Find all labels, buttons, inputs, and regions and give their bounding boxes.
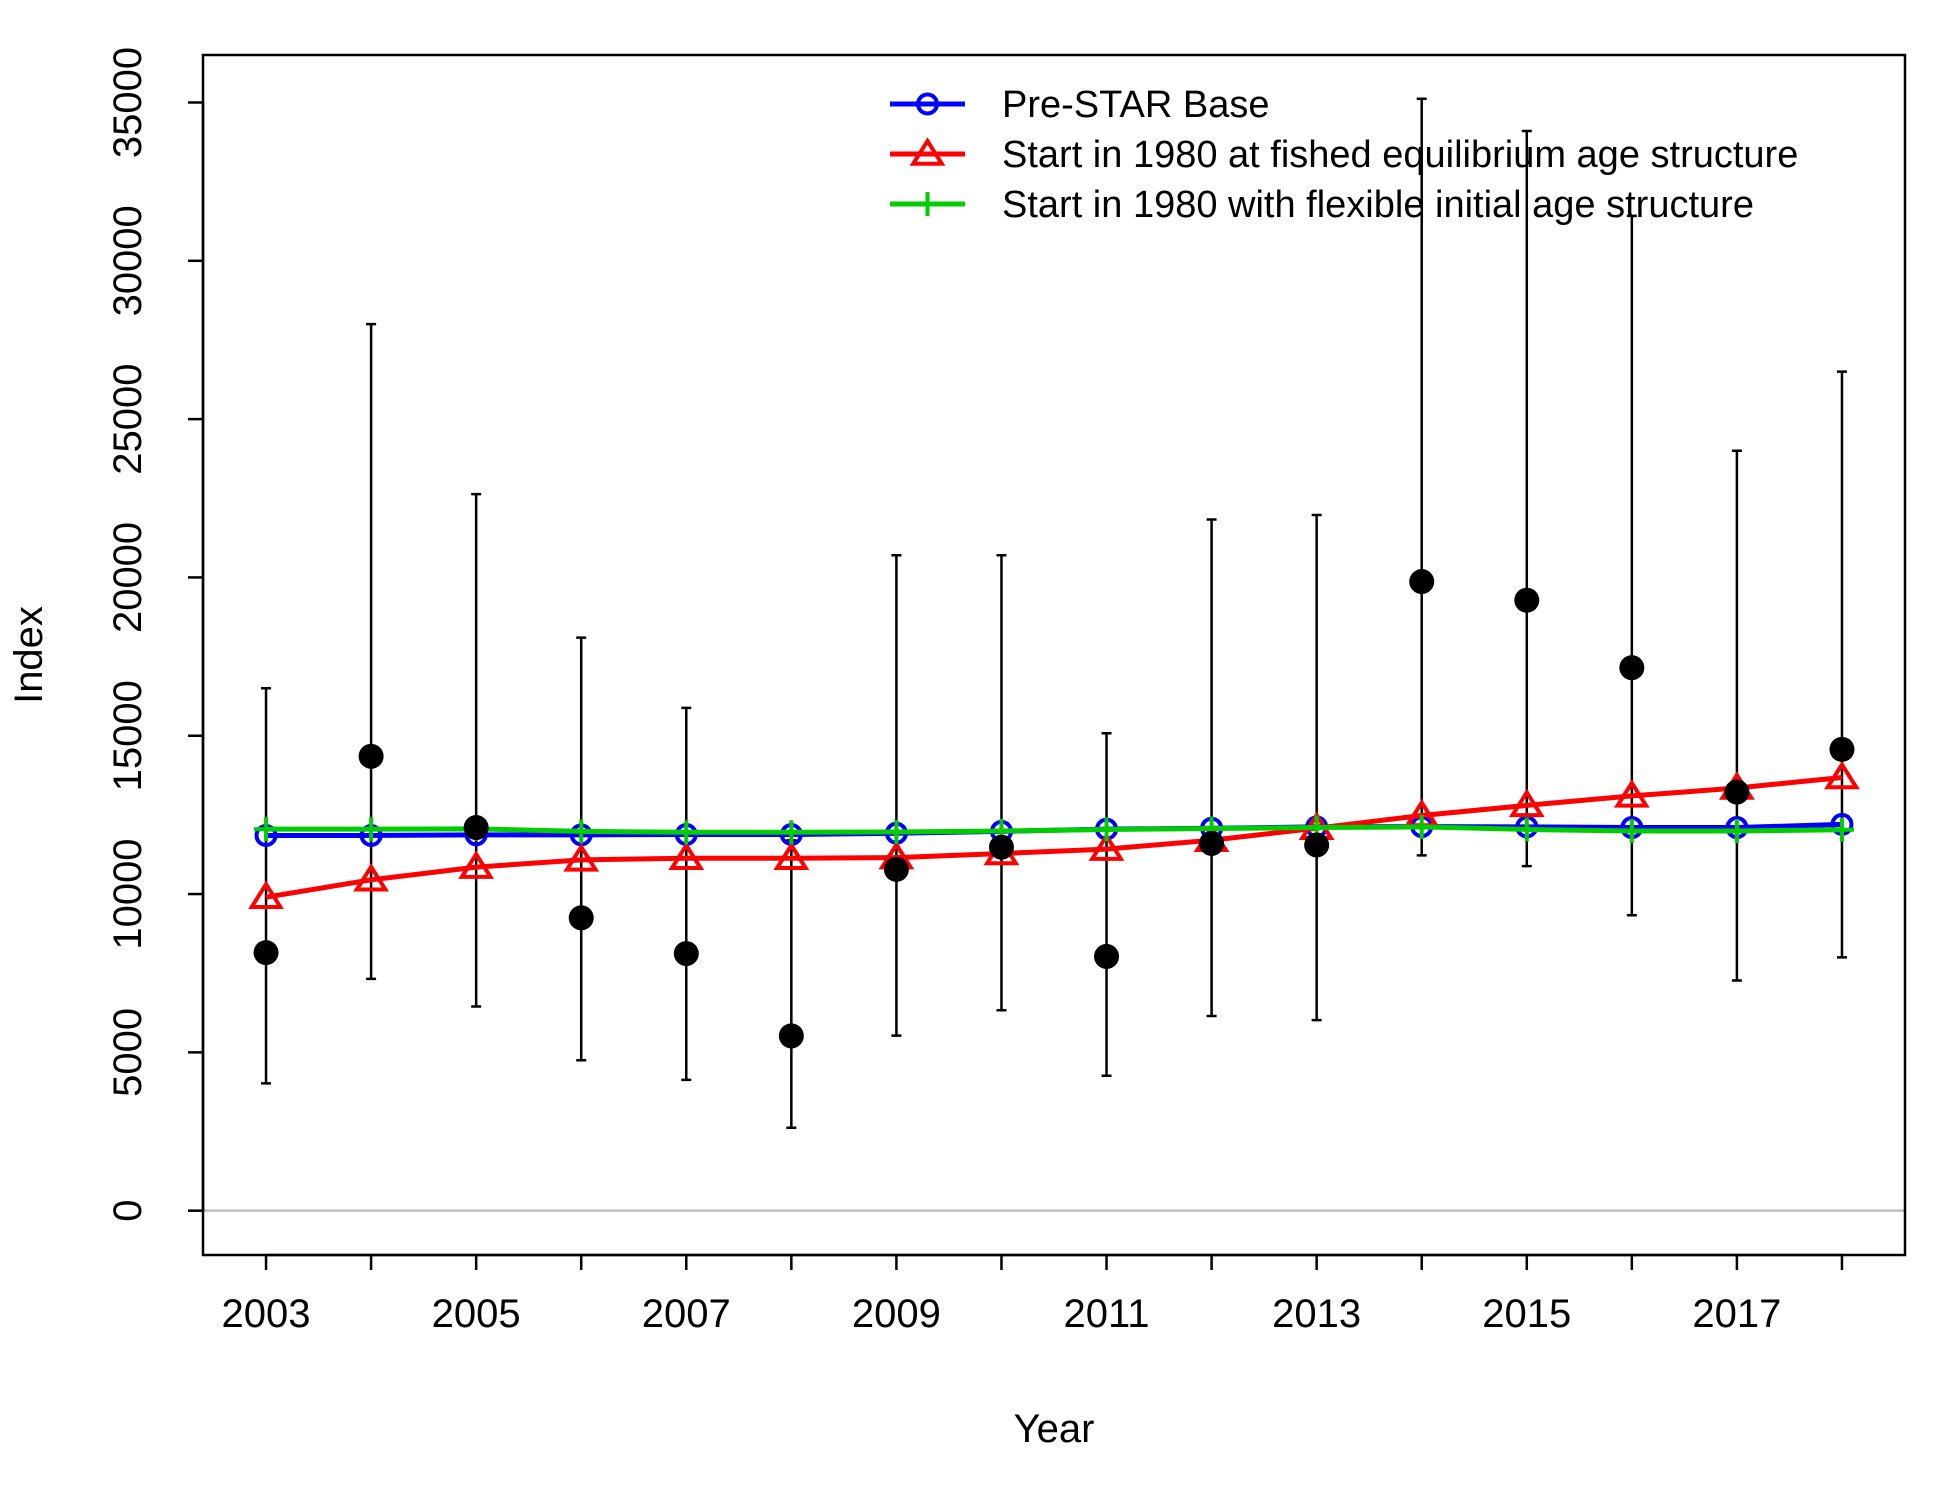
series-1-point-2005 xyxy=(458,850,495,879)
error-bar-2018 xyxy=(1836,370,1847,959)
series-2-point-2003 xyxy=(254,817,279,842)
y-tick-label-35000: 35000 xyxy=(106,47,150,158)
y-axis-title: Index xyxy=(7,606,51,704)
error-bar-2014 xyxy=(1416,97,1427,857)
legend-item-1: Start in 1980 at fished equilibrium age … xyxy=(890,134,1798,176)
series-2-point-2014 xyxy=(1409,814,1434,839)
error-bar-2017 xyxy=(1731,449,1742,982)
error-bar-2013 xyxy=(1311,513,1322,1022)
observed-point-2011 xyxy=(1094,943,1120,969)
observed-point-2003 xyxy=(253,940,279,966)
y-tick-label-15000: 15000 xyxy=(106,680,150,791)
legend-label-2: Start in 1980 with flexible initial age … xyxy=(1002,184,1754,226)
series-2 xyxy=(254,814,1854,845)
series-1-line xyxy=(265,775,1843,900)
x-tick-label-2015: 2015 xyxy=(1482,1292,1571,1336)
observed-point-2010 xyxy=(988,834,1014,860)
legend-item-2: Start in 1980 with flexible initial age … xyxy=(890,184,1754,226)
error-bar-2005 xyxy=(471,492,482,1008)
series-1-point-2006 xyxy=(563,843,600,872)
series-2-point-2016 xyxy=(1619,819,1644,844)
legend-swatch-marker-2 xyxy=(915,192,940,216)
observed-point-2016 xyxy=(1619,655,1645,681)
series-1-point-2016 xyxy=(1613,779,1650,808)
series-1-point-2011 xyxy=(1088,832,1125,861)
error-bar-2015 xyxy=(1521,129,1532,868)
observed-point-2014 xyxy=(1409,569,1435,595)
observed-point-2018 xyxy=(1829,736,1855,762)
observed-point-2017 xyxy=(1724,779,1750,805)
legend-swatch-marker-0 xyxy=(916,92,939,116)
legend: Pre-STAR Base Start in 1980 at fished equ… xyxy=(890,84,1798,226)
series-2-line xyxy=(266,824,1842,835)
y-tick-label-0: 0 xyxy=(106,1200,150,1222)
series-1-point-2015 xyxy=(1508,788,1545,818)
observed-points xyxy=(253,569,1855,1049)
observed-point-2006 xyxy=(568,905,594,931)
series-2-point-2006 xyxy=(569,819,594,844)
x-tick-label-2003: 2003 xyxy=(222,1292,311,1336)
x-tick-label-2011: 2011 xyxy=(1064,1292,1150,1336)
series-2-point-2004 xyxy=(359,817,384,842)
series-2-point-2017 xyxy=(1724,819,1749,844)
plot-frame xyxy=(201,53,1907,1257)
x-axis-title: Year xyxy=(1014,1407,1095,1451)
series-lines xyxy=(248,760,1860,909)
y-tick-label-30000: 30000 xyxy=(106,205,150,316)
error-bar-2011 xyxy=(1101,731,1112,1078)
series-1-point-2018 xyxy=(1824,760,1860,790)
series-2-point-2009 xyxy=(884,819,909,844)
x-tick-label-2005: 2005 xyxy=(432,1292,521,1336)
series-2-point-2008 xyxy=(779,820,804,845)
x-axis: 2003 2005 2007 2009 2011 2013 2015 2017 xyxy=(222,1253,1844,1336)
observed-point-2007 xyxy=(673,941,699,967)
legend-item-0: Pre-STAR Base xyxy=(890,84,1269,126)
error-bar-2009 xyxy=(891,554,902,1037)
error-bar-2007 xyxy=(681,706,692,1082)
error-bar-2010 xyxy=(996,554,1007,1012)
observed-point-2008 xyxy=(778,1023,804,1049)
error-bar-2012 xyxy=(1206,518,1217,1018)
series-1-point-2003 xyxy=(248,880,284,909)
error-bar-2008 xyxy=(786,838,797,1129)
series-1-point-2004 xyxy=(353,863,390,892)
x-tick-label-2017: 2017 xyxy=(1692,1292,1781,1336)
series-2-point-2011 xyxy=(1094,817,1119,842)
error-bar-2016 xyxy=(1626,214,1637,917)
observed-point-2013 xyxy=(1304,832,1330,858)
observed-point-2005 xyxy=(463,815,489,841)
series-2-point-2018 xyxy=(1829,817,1854,842)
observed-point-2009 xyxy=(883,856,909,882)
y-axis: 0 5000 10000 15000 20000 25000 30000 35000 xyxy=(106,47,205,1222)
x-tick-label-2013: 2013 xyxy=(1272,1292,1361,1336)
series-1-point-2008 xyxy=(773,841,810,871)
observed-point-2015 xyxy=(1514,587,1540,613)
legend-label-1: Start in 1980 at fished equilibrium age … xyxy=(1002,134,1798,176)
series-2-point-2007 xyxy=(674,820,699,845)
x-tick-label-2007: 2007 xyxy=(642,1292,731,1336)
y-tick-label-5000: 5000 xyxy=(106,1008,150,1097)
series-2-point-2015 xyxy=(1514,817,1539,842)
series-1-point-2007 xyxy=(668,841,705,871)
error-bars xyxy=(261,97,1847,1129)
legend-label-0: Pre-STAR Base xyxy=(1002,84,1269,126)
y-tick-label-10000: 10000 xyxy=(106,838,150,949)
legend-swatch-marker-1 xyxy=(909,137,946,166)
observed-point-2004 xyxy=(358,743,384,769)
observed-point-2012 xyxy=(1199,830,1225,856)
y-tick-label-20000: 20000 xyxy=(106,522,150,633)
y-tick-label-25000: 25000 xyxy=(106,363,150,474)
x-tick-label-2009: 2009 xyxy=(852,1292,941,1336)
